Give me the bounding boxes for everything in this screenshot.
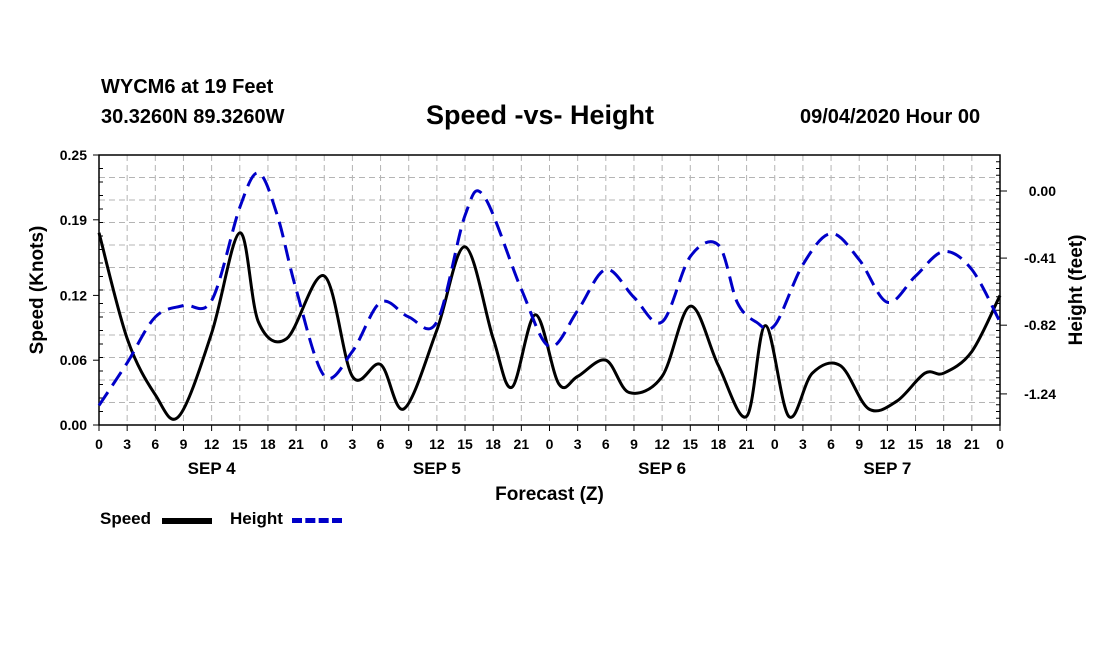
x-axis-tick-label: 15 — [908, 436, 924, 452]
chart-title: Speed -vs- Height — [426, 100, 655, 130]
x-axis-title: Forecast (Z) — [495, 484, 604, 505]
x-axis-tick-label: 9 — [180, 436, 188, 452]
x-axis-tick-label: 18 — [711, 436, 727, 452]
x-axis-tick-label: 12 — [204, 436, 220, 452]
x-axis-tick-label: 12 — [654, 436, 670, 452]
x-axis-tick-label: 21 — [739, 436, 755, 452]
x-axis-tick-label: 15 — [682, 436, 698, 452]
y2-axis-tick-label: -0.82 — [1024, 317, 1056, 333]
series-line-height — [97, 171, 1002, 407]
x-axis-tick-label: 9 — [630, 436, 638, 452]
y-axis-tick-label: 0.25 — [60, 147, 87, 163]
x-axis-tick-label: 0 — [546, 436, 554, 452]
x-axis-tick-label: 21 — [514, 436, 530, 452]
station-coordinates: 30.3260N 89.3260W — [101, 106, 285, 128]
x-axis-tick-label: 21 — [964, 436, 980, 452]
y-axis-tick-label: 0.19 — [60, 212, 87, 228]
x-axis-tick-label: 3 — [123, 436, 131, 452]
y-axis-tick-label: 0.12 — [60, 287, 87, 303]
x-axis-tick-label: 3 — [574, 436, 582, 452]
x-axis-tick-label: 6 — [377, 436, 385, 452]
legend-height-label: Height — [230, 509, 283, 528]
x-axis-tick-label: 12 — [429, 436, 445, 452]
x-axis-tick-label: 0 — [996, 436, 1004, 452]
x-axis-tick-label: 15 — [232, 436, 248, 452]
legend-height-swatch — [292, 518, 342, 523]
y2-axis-tick-label: -0.41 — [1024, 250, 1056, 266]
x-axis-tick-label: 18 — [936, 436, 952, 452]
x-axis-tick-label: 18 — [485, 436, 501, 452]
y-axis-tick-label: 0.00 — [60, 417, 87, 433]
legend-speed-label: Speed — [100, 509, 152, 528]
x-axis-day-label: SEP 6 — [638, 459, 686, 478]
x-axis-day-label: SEP 5 — [413, 459, 461, 478]
y-axis-title: Speed (Knots) — [27, 226, 48, 355]
y2-axis-tick-label: 0.00 — [1029, 183, 1056, 199]
x-axis-tick-label: 3 — [799, 436, 807, 452]
x-axis-day-label: SEP 4 — [188, 459, 236, 478]
x-axis-tick-label: 0 — [95, 436, 103, 452]
x-axis-tick-label: 6 — [151, 436, 159, 452]
x-axis-tick-label: 9 — [855, 436, 863, 452]
forecast-datetime: 09/04/2020 Hour 00 — [800, 106, 981, 128]
x-axis-tick-label: 12 — [880, 436, 896, 452]
x-axis-tick-label: 0 — [320, 436, 328, 452]
legend-speed-swatch — [162, 518, 212, 524]
y2-axis-tick-label: -1.24 — [1024, 386, 1056, 402]
x-axis-tick-label: 21 — [288, 436, 304, 452]
y2-axis-title: Height (feet) — [1066, 235, 1087, 346]
y-axis-tick-label: 0.06 — [60, 352, 87, 368]
x-axis-tick-label: 9 — [405, 436, 413, 452]
x-axis-tick-label: 18 — [260, 436, 276, 452]
x-axis-tick-label: 6 — [827, 436, 835, 452]
series-line-speed — [97, 231, 1002, 421]
station-title: WYCM6 at 19 Feet — [101, 76, 274, 98]
x-axis-tick-label: 6 — [602, 436, 610, 452]
x-axis-tick-label: 0 — [771, 436, 779, 452]
x-axis-tick-label: 15 — [457, 436, 473, 452]
x-axis-day-label: SEP 7 — [863, 459, 911, 478]
x-axis-tick-label: 3 — [349, 436, 357, 452]
